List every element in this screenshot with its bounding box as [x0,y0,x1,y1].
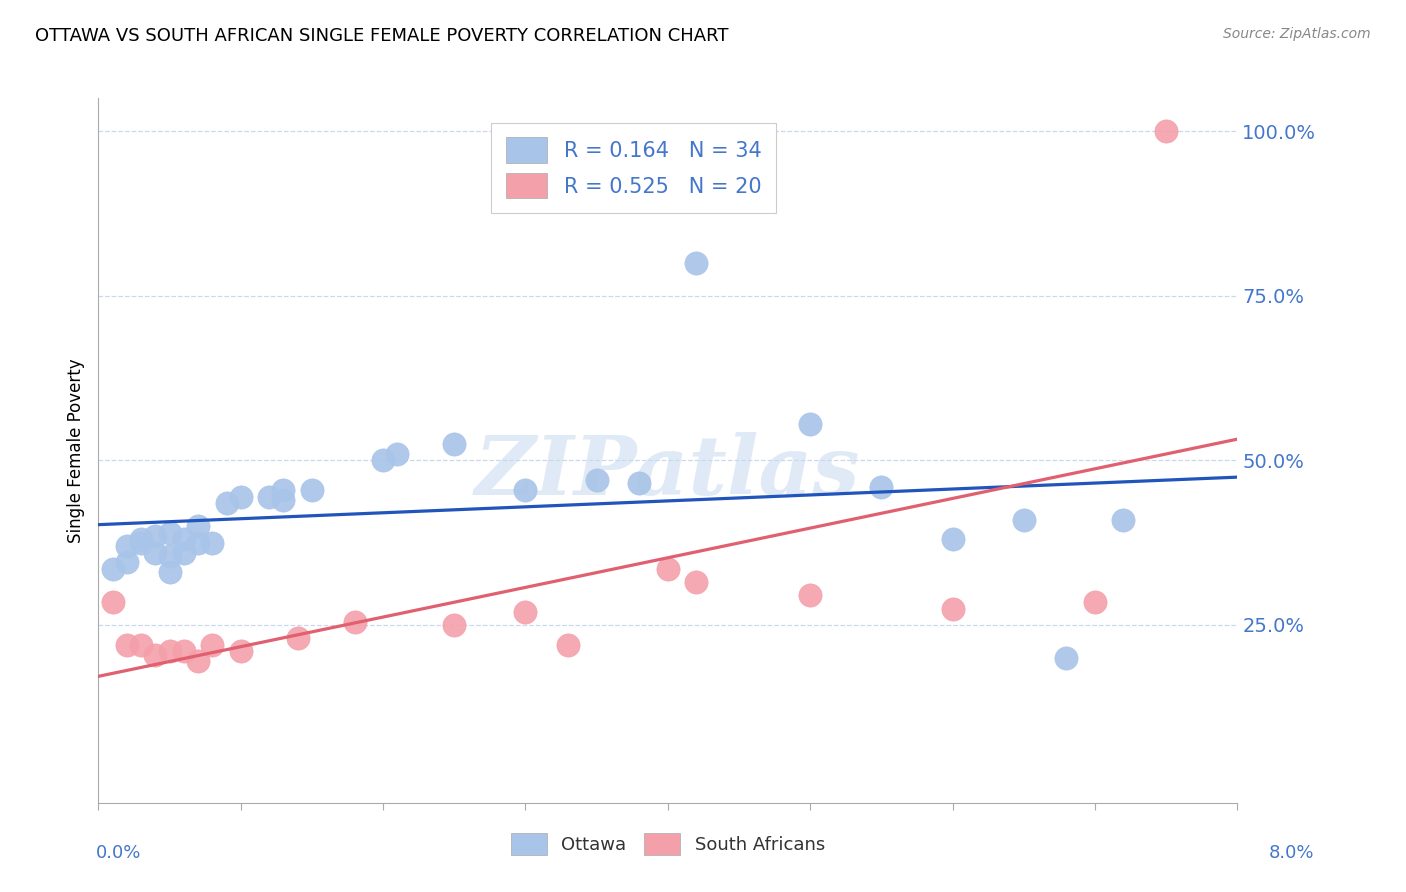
Point [799,417,821,431]
Point [301,483,323,497]
Text: OTTAWA VS SOUTH AFRICAN SINGLE FEMALE POVERTY CORRELATION CHART: OTTAWA VS SOUTH AFRICAN SINGLE FEMALE PO… [35,27,728,45]
Point [215,496,238,510]
Point [515,483,537,497]
Point [159,549,181,563]
Point [287,631,309,645]
Point [187,519,209,533]
Point [187,654,209,668]
Point [1112,513,1135,527]
Point [201,535,224,549]
Point [942,533,965,547]
Point [101,562,124,576]
Point [229,490,252,504]
Point [515,605,537,619]
Point [201,638,224,652]
Point [115,638,138,652]
Point [870,480,893,494]
Text: 0.0%: 0.0% [96,844,141,862]
Point [187,535,209,549]
Point [371,453,394,467]
Point [173,545,195,559]
Y-axis label: Single Female Poverty: Single Female Poverty [66,359,84,542]
Point [159,644,181,658]
Point [1084,595,1107,609]
Point [942,601,965,615]
Point [115,556,138,570]
Point [585,473,607,487]
Text: Source: ZipAtlas.com: Source: ZipAtlas.com [1223,27,1371,41]
Point [557,638,579,652]
Point [343,615,366,629]
Point [657,562,679,576]
Point [1056,651,1078,665]
Point [628,476,651,491]
Point [129,535,152,549]
Point [387,447,409,461]
Point [159,525,181,540]
Point [685,575,707,590]
Point [685,256,707,270]
Point [129,638,152,652]
Point [145,545,167,559]
Point [273,483,295,497]
Legend: Ottawa, South Africans: Ottawa, South Africans [502,824,834,864]
Point [173,533,195,547]
Point [129,533,152,547]
Point [173,644,195,658]
Point [115,539,138,553]
Point [443,618,465,632]
Point [799,588,821,602]
Point [145,648,167,662]
Point [145,529,167,543]
Point [1154,124,1177,138]
Point [259,490,281,504]
Point [101,595,124,609]
Point [273,492,295,507]
Point [443,437,465,451]
Point [159,566,181,580]
Text: 8.0%: 8.0% [1270,844,1315,862]
Point [1012,513,1035,527]
Text: ZIPatlas: ZIPatlas [475,432,860,512]
Point [229,644,252,658]
